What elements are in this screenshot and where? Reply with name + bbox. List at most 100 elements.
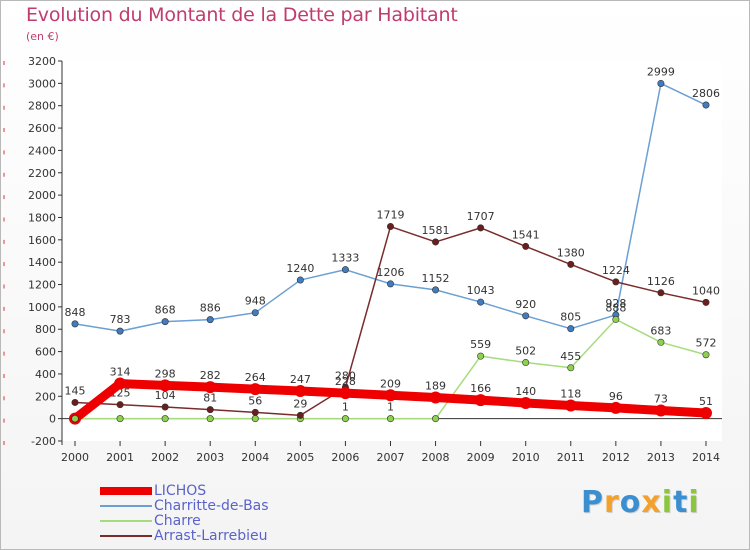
data-label-charritte-de-bas: 2806 <box>692 87 720 100</box>
y-tick-label: 2800 <box>28 100 56 113</box>
data-point-arrast-larrebieu <box>296 411 304 419</box>
data-label-lichos: 118 <box>560 387 581 400</box>
data-point-lichos <box>249 383 262 396</box>
data-point-arrast-larrebieu <box>702 298 710 306</box>
y-tick-label: 2600 <box>28 122 56 135</box>
data-point-charritte-de-bas <box>341 266 349 274</box>
data-point-arrast-larrebieu <box>206 406 214 414</box>
logo-letter: P <box>581 485 604 520</box>
legend-label-charritte-de-bas: Charritte-de-Bas <box>154 498 269 514</box>
x-tick-label: 2013 <box>647 451 675 464</box>
data-label-charritte-de-bas: 805 <box>560 311 581 324</box>
data-label-arrast-larrebieu: 1040 <box>692 284 720 297</box>
data-label-charre: 502 <box>515 345 536 358</box>
data-label-charritte-de-bas: 848 <box>65 306 86 319</box>
data-label-charritte-de-bas: 928 <box>605 297 626 310</box>
chart-title: Evolution du Montant de la Dette par Hab… <box>26 4 458 26</box>
data-label-arrast-larrebieu: 280 <box>335 369 356 382</box>
data-label-lichos: 282 <box>200 369 221 382</box>
data-point-charre <box>522 359 530 367</box>
data-label-arrast-larrebieu: 1719 <box>376 209 404 222</box>
data-label-charritte-de-bas: 920 <box>515 298 536 311</box>
y-tick-label: 1000 <box>28 301 56 314</box>
x-tick-label: 2000 <box>61 451 89 464</box>
data-point-charritte-de-bas <box>522 312 530 320</box>
x-tick-label: 2009 <box>467 451 495 464</box>
logo-letter: o <box>619 485 642 520</box>
data-label-lichos: 247 <box>290 373 311 386</box>
data-point-charritte-de-bas <box>116 327 124 335</box>
data-point-charritte-de-bas <box>567 325 575 333</box>
x-tick-label: 2012 <box>602 451 630 464</box>
data-point-overlap <box>71 414 79 423</box>
data-point-lichos <box>294 385 307 398</box>
data-label-charre: 1 <box>387 401 394 414</box>
data-label-charre: 572 <box>695 337 716 350</box>
logo-letter: i <box>688 485 700 520</box>
data-point-lichos <box>159 379 172 392</box>
chart-subtitle: (en €) <box>26 30 59 43</box>
data-point-charre <box>206 415 214 423</box>
data-label-lichos: 166 <box>470 382 491 395</box>
data-point-charritte-de-bas <box>206 316 214 324</box>
plot-area <box>62 61 722 441</box>
data-point-charre <box>612 315 620 323</box>
y-tick-label: 1600 <box>28 234 56 247</box>
x-tick-label: 2008 <box>422 451 450 464</box>
data-point-charre <box>477 352 485 360</box>
data-point-arrast-larrebieu <box>612 278 620 286</box>
data-label-lichos: 298 <box>155 367 176 380</box>
y-tick-label: 200 <box>35 390 56 403</box>
data-label-arrast-larrebieu: 81 <box>203 392 217 405</box>
x-tick-label: 2003 <box>196 451 224 464</box>
logo-letter: t <box>673 485 689 520</box>
data-point-lichos <box>204 381 217 394</box>
y-tick-label: 400 <box>35 368 56 381</box>
data-point-lichos <box>339 387 352 400</box>
data-label-charritte-de-bas: 2999 <box>647 65 675 78</box>
data-label-lichos: 189 <box>425 380 446 393</box>
legend-swatch-lichos <box>100 487 152 495</box>
data-point-arrast-larrebieu <box>477 224 485 232</box>
logo-letter: r <box>604 485 620 520</box>
data-point-arrast-larrebieu <box>657 289 665 297</box>
y-tick-label: 2200 <box>28 167 56 180</box>
data-point-charritte-de-bas <box>296 276 304 284</box>
data-label-lichos: 264 <box>245 371 266 384</box>
logo-letter: x <box>641 485 662 520</box>
data-label-charre: 888 <box>605 301 626 314</box>
data-label-lichos: 51 <box>699 395 713 408</box>
y-tick-label: 3000 <box>28 77 56 90</box>
y-tick-label: 0 <box>49 413 56 426</box>
data-label-lichos: 228 <box>335 375 356 388</box>
data-label-charritte-de-bas: 1240 <box>286 262 314 275</box>
data-point-charre <box>567 364 575 372</box>
data-label-charritte-de-bas: 1333 <box>331 252 359 265</box>
legend-item-charritte-de-bas: Charritte-de-Bas <box>100 498 320 514</box>
data-label-charritte-de-bas: 886 <box>200 302 221 315</box>
data-label-lichos: 96 <box>609 390 623 403</box>
data-label-charritte-de-bas: 783 <box>110 313 131 326</box>
y-tick-label: 3200 <box>28 55 56 68</box>
data-label-arrast-larrebieu: 29 <box>293 397 307 410</box>
data-point-lichos <box>609 401 622 414</box>
data-point-charre <box>116 415 124 423</box>
data-label-lichos: 209 <box>380 377 401 390</box>
data-label-arrast-larrebieu: 1126 <box>647 275 675 288</box>
logo-letter: i <box>661 485 674 520</box>
legend-swatch-charre <box>100 520 152 522</box>
data-point-lichos <box>474 394 487 407</box>
data-label-charritte-de-bas: 868 <box>155 304 176 317</box>
proxiti-logo: Proxiti <box>581 485 700 520</box>
data-point-charre <box>251 415 259 423</box>
legend-item-charre: Charre <box>100 513 320 529</box>
data-point-charritte-de-bas <box>161 318 169 326</box>
data-point-charre <box>702 351 710 359</box>
data-label-arrast-larrebieu: 56 <box>248 394 262 407</box>
data-point-arrast-larrebieu <box>251 408 259 416</box>
legend-swatch-arrast-larrebieu <box>100 535 152 537</box>
data-label-charre: 1 <box>342 401 349 414</box>
data-point-charre <box>657 338 665 346</box>
data-point-charritte-de-bas <box>702 101 710 109</box>
